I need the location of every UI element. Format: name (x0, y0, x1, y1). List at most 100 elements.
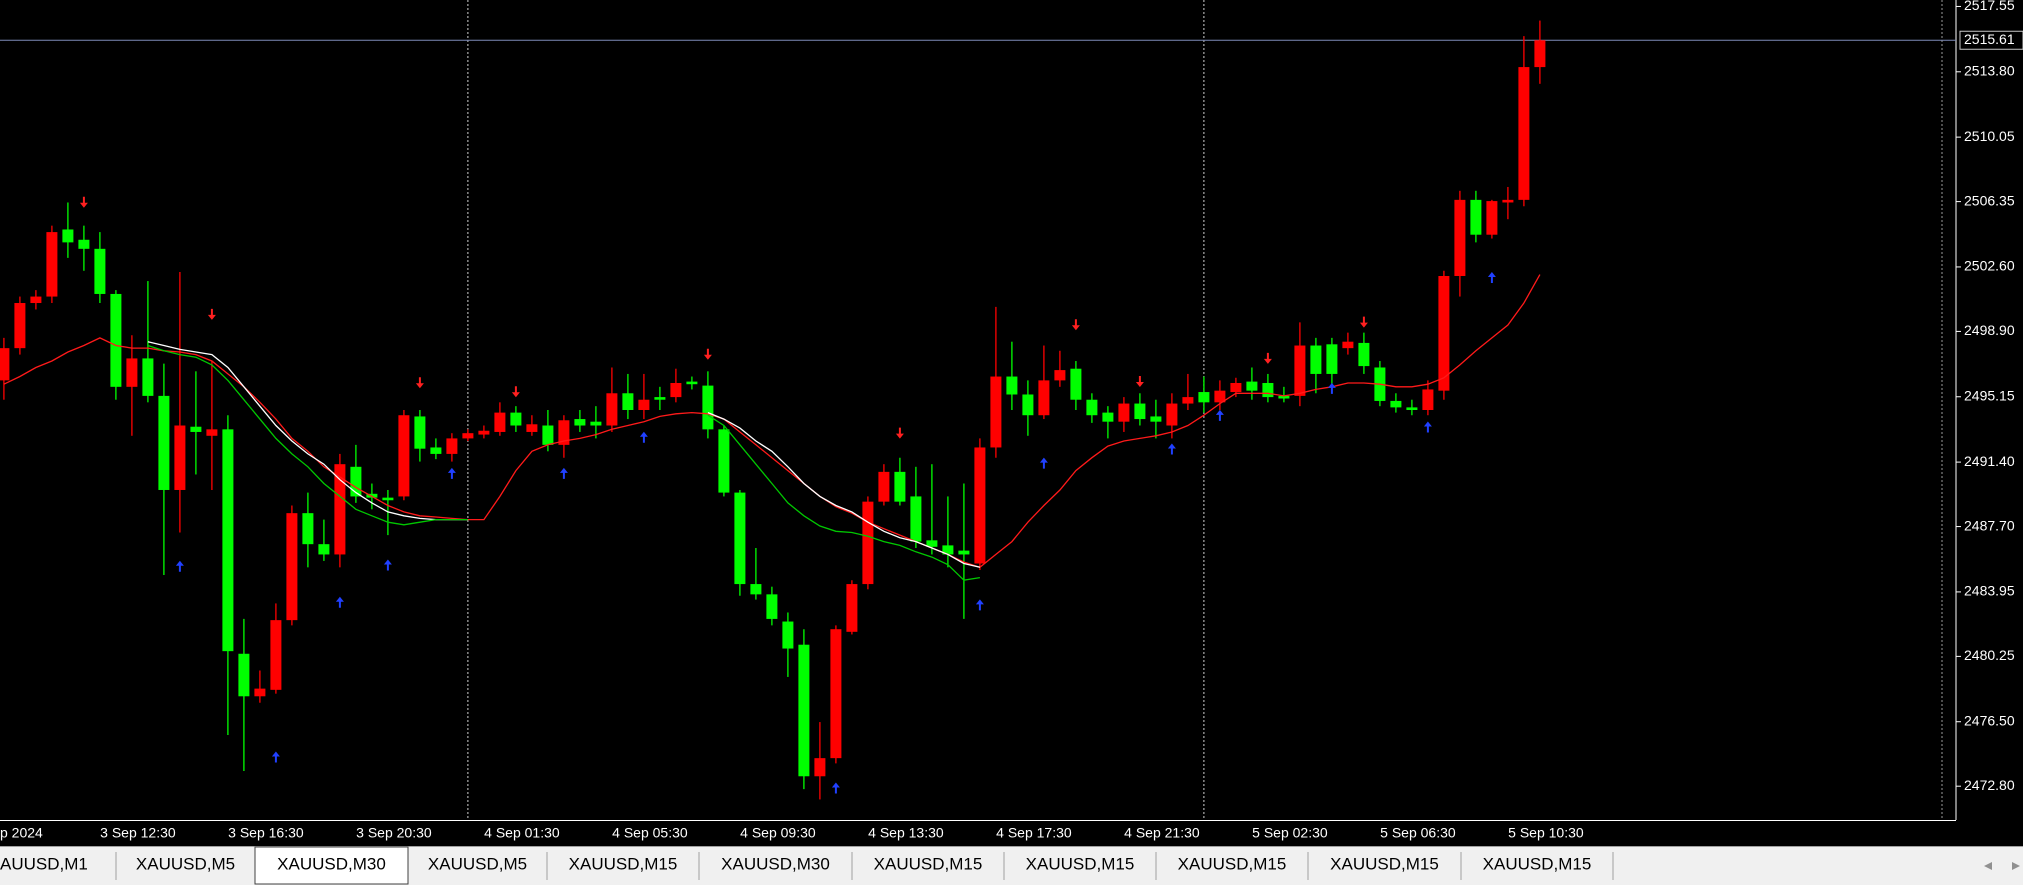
active-tab-background (254, 846, 409, 885)
tab[interactable]: AUUSD,M1 (0, 852, 117, 880)
moving-average-line (147, 341, 981, 568)
candle-body (222, 429, 234, 652)
candle-body (926, 540, 938, 547)
tab[interactable]: XAUUSD,M30 (721, 852, 853, 880)
candle-body (110, 293, 122, 387)
candle-body (78, 239, 90, 249)
y-tick-label: 2495.15 (1964, 387, 2015, 403)
fractal-up-arrow (831, 782, 840, 794)
x-tick-label: 4 Sep 05:30 (612, 825, 688, 841)
x-tick-label: p 2024 (0, 825, 43, 841)
tab[interactable]: XAUUSD,M30 (254, 846, 409, 885)
candle-body (1006, 376, 1018, 395)
tab[interactable]: XAUUSD,M15 (1026, 852, 1157, 880)
tab[interactable]: XAUUSD,M15 (1330, 852, 1462, 880)
x-tick-label: 4 Sep 21:30 (1124, 825, 1200, 841)
tab-label[interactable]: XAUUSD,M15 (1026, 854, 1135, 873)
candle-body (1150, 416, 1162, 422)
x-tick-label: 4 Sep 17:30 (996, 825, 1072, 841)
tab-label[interactable]: XAUUSD,M15 (874, 854, 983, 873)
tab-label[interactable]: XAUUSD,M5 (136, 854, 235, 873)
fractal-up-arrow (383, 559, 392, 571)
candle-body (62, 229, 74, 243)
fractal-up-arrow (447, 467, 456, 479)
candle-body (1038, 380, 1050, 416)
candle-body (30, 296, 42, 304)
candle-body (286, 513, 298, 621)
candle-body (174, 425, 186, 490)
candle-body (1454, 199, 1466, 277)
candle-body (878, 471, 890, 502)
fractal-up-arrow (1167, 443, 1176, 455)
y-tick-label: 2483.95 (1964, 583, 2015, 599)
tab-label[interactable]: XAUUSD,M5 (428, 854, 527, 873)
fractal-up-arrow (1215, 409, 1224, 421)
candle-body (446, 438, 458, 454)
candle-body (846, 584, 858, 632)
candle-body (190, 426, 202, 432)
tab[interactable]: XAUUSD,M15 (874, 852, 1005, 880)
candle-body (1214, 390, 1226, 403)
candle-body (1358, 342, 1370, 367)
fractal-down-arrow (511, 386, 520, 398)
candle-body (1502, 199, 1514, 203)
fractal-up-arrow (1487, 272, 1496, 284)
y-tick-label: 2476.50 (1964, 712, 2015, 728)
tab-label[interactable]: XAUUSD,M30 (277, 854, 386, 873)
y-tick-label: 2506.35 (1964, 192, 2015, 208)
y-tick-label: 2472.80 (1964, 777, 2015, 793)
candle-body (1390, 400, 1402, 408)
scroll-left[interactable] (1984, 862, 1992, 870)
fractal-up-arrow (975, 599, 984, 611)
moving-average-line (3, 274, 1541, 569)
candle-body (686, 381, 698, 385)
candle-body (910, 496, 922, 542)
tab[interactable]: XAUUSD,M15 (1178, 852, 1309, 880)
candle-body (478, 430, 490, 435)
fractal-down-arrow (1135, 375, 1144, 387)
candle-body (1070, 368, 1082, 400)
candle-body (1230, 382, 1242, 393)
fractal-up-arrow (1039, 457, 1048, 469)
tab-label[interactable]: AUUSD,M1 (0, 854, 88, 873)
candle-body (302, 513, 314, 545)
candle-body (558, 420, 570, 445)
x-tick-label: 4 Sep 09:30 (740, 825, 816, 841)
tab-label[interactable]: XAUUSD,M15 (1178, 854, 1287, 873)
tab[interactable]: XAUUSD,M5 (428, 852, 548, 880)
last-price-box (1959, 30, 2023, 50)
tab[interactable]: XAUUSD,M15 (569, 852, 700, 880)
candle-body (526, 424, 538, 432)
candle-body (1118, 403, 1130, 422)
moving-average-line (147, 344, 981, 581)
candle-body (830, 629, 842, 759)
tab-label[interactable]: XAUUSD,M30 (721, 854, 830, 873)
candle-body (206, 429, 218, 436)
x-tick-label: 4 Sep 13:30 (868, 825, 944, 841)
tab-label[interactable]: XAUUSD,M15 (1330, 854, 1439, 873)
y-tick-label: 2517.55 (1964, 0, 2015, 13)
x-tick-label: 3 Sep 16:30 (228, 825, 304, 841)
candle-body (990, 376, 1002, 448)
candle-body (1198, 392, 1210, 403)
y-tick-label: 2487.70 (1964, 517, 2015, 533)
candle-body (398, 415, 410, 497)
x-tick-label: 5 Sep 06:30 (1380, 825, 1456, 841)
candle-body (238, 653, 250, 697)
candle-body (430, 447, 442, 454)
tab[interactable]: XAUUSD,M15 (1483, 852, 1614, 880)
fractal-down-arrow (79, 196, 88, 208)
tab-label[interactable]: XAUUSD,M15 (1483, 854, 1592, 873)
fractal-down-arrow (1359, 316, 1368, 328)
scroll-right[interactable] (2012, 862, 2020, 870)
y-tick-label: 2513.80 (1964, 62, 2015, 78)
candle-body (254, 688, 266, 697)
candle-body (94, 248, 106, 294)
candle-body (334, 464, 346, 555)
candle-body (1470, 199, 1482, 235)
y-tick-label: 2491.40 (1964, 453, 2015, 469)
candle-body (510, 412, 522, 426)
candle-body (606, 393, 618, 426)
tab-label[interactable]: XAUUSD,M15 (569, 854, 678, 873)
